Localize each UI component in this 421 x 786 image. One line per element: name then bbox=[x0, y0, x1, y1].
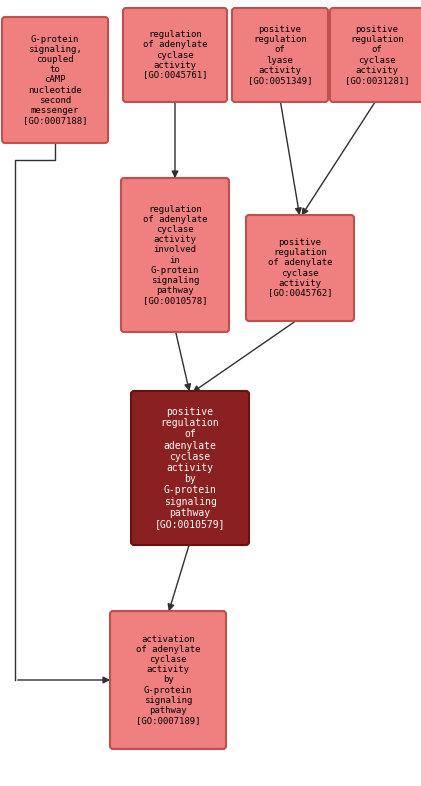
Text: regulation
of adenylate
cyclase
activity
involved
in
G-protein
signaling
pathway: regulation of adenylate cyclase activity… bbox=[143, 205, 207, 305]
FancyBboxPatch shape bbox=[330, 8, 421, 102]
FancyBboxPatch shape bbox=[246, 215, 354, 321]
Text: G-protein
signaling,
coupled
to
cAMP
nucleotide
second
messenger
[GO:0007188]: G-protein signaling, coupled to cAMP nuc… bbox=[23, 35, 87, 125]
Text: positive
regulation
of
adenylate
cyclase
activity
by
G-protein
signaling
pathway: positive regulation of adenylate cyclase… bbox=[155, 407, 225, 529]
Text: activation
of adenylate
cyclase
activity
by
G-protein
signaling
pathway
[GO:0007: activation of adenylate cyclase activity… bbox=[136, 635, 200, 725]
FancyBboxPatch shape bbox=[121, 178, 229, 332]
FancyBboxPatch shape bbox=[131, 391, 249, 545]
Text: positive
regulation
of adenylate
cyclase
activity
[GO:0045762]: positive regulation of adenylate cyclase… bbox=[268, 238, 332, 298]
Text: regulation
of adenylate
cyclase
activity
[GO:0045761]: regulation of adenylate cyclase activity… bbox=[143, 31, 207, 79]
FancyBboxPatch shape bbox=[232, 8, 328, 102]
FancyBboxPatch shape bbox=[2, 17, 108, 143]
Text: positive
regulation
of
lyase
activity
[GO:0051349]: positive regulation of lyase activity [G… bbox=[248, 25, 312, 85]
FancyBboxPatch shape bbox=[110, 611, 226, 749]
FancyBboxPatch shape bbox=[123, 8, 227, 102]
Text: positive
regulation
of
cyclase
activity
[GO:0031281]: positive regulation of cyclase activity … bbox=[345, 25, 409, 85]
